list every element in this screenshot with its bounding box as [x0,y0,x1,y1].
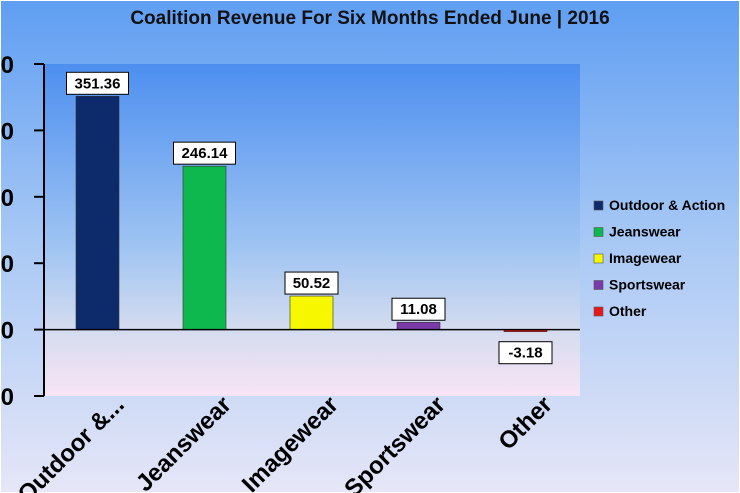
y-tick-label: 100 [0,251,14,278]
data-label: 351.36 [75,75,121,92]
legend-swatch [593,306,604,317]
legend-label: Outdoor & Action [609,197,725,213]
data-label: 11.08 [400,301,437,318]
x-tick-label: Sportswear [339,391,451,493]
y-tick-label: 200 [0,185,14,212]
legend-swatch [593,253,604,264]
data-label-box [66,71,129,95]
data-label-box [284,271,339,295]
chart-title: Coalition Revenue For Six Months Ended J… [130,8,610,29]
data-label: 50.52 [293,275,331,292]
bar [75,95,120,330]
legend-swatch [593,227,604,237]
y-tick-label: 400 [0,52,14,79]
x-tick-label: Other [493,391,557,455]
data-label-box [391,297,446,321]
data-label-box [498,341,553,365]
y-tick-label: 300 [0,118,14,145]
bar [396,321,441,330]
data-label: 246.14 [182,145,229,162]
legend-label: Imagewear [609,250,682,266]
y-tick-label: -100 [0,384,14,411]
y-tick-label: 0 [1,318,14,345]
legend-label: Jeanswear [609,224,681,240]
legend-swatch [593,280,604,290]
data-label: -3.18 [508,345,542,362]
plot-area [44,64,580,396]
data-label-box [173,141,236,165]
legend-swatch [593,200,604,211]
x-tick-label: Jeanswear [131,391,237,493]
bar [182,165,227,330]
x-tick-label: Imagewear [237,391,344,493]
x-tick-label: Outdoor &... [13,391,130,493]
bar [289,295,334,330]
legend-label: Other [609,303,647,319]
legend-label: Sportswear [609,277,686,293]
